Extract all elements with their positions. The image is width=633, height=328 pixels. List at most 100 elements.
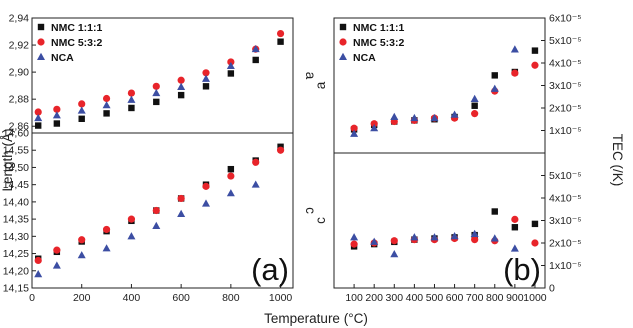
data-point bbox=[78, 236, 86, 244]
plot-frame bbox=[31, 132, 294, 289]
y-tick-label: 4x10⁻⁵ bbox=[549, 193, 582, 205]
legend-label: NMC 1:1:1 bbox=[51, 22, 103, 34]
data-point bbox=[77, 106, 86, 114]
right-y-axis-title: TEC (/K) bbox=[610, 134, 625, 187]
data-point bbox=[53, 120, 61, 127]
data-point bbox=[531, 239, 539, 247]
data-point bbox=[471, 110, 479, 118]
legend-marker bbox=[339, 23, 347, 31]
data-point bbox=[34, 108, 42, 116]
data-point bbox=[102, 101, 111, 109]
data-point bbox=[510, 45, 519, 53]
data-point bbox=[34, 256, 42, 265]
legend-marker bbox=[37, 23, 45, 31]
y-tick-label: 2x10⁻⁵ bbox=[549, 238, 582, 250]
data-point bbox=[430, 233, 439, 241]
data-point bbox=[450, 110, 459, 118]
subplot-axis-letter: a bbox=[303, 72, 318, 80]
series-nmc-5-3-2 bbox=[34, 29, 285, 116]
x-tick-label: 800 bbox=[486, 292, 504, 304]
data-point bbox=[53, 246, 61, 254]
data-point bbox=[491, 208, 498, 215]
series-nmc-5-3-2 bbox=[350, 215, 539, 248]
x-tick-label: 600 bbox=[446, 292, 464, 304]
data-point bbox=[226, 189, 235, 197]
subplot-a-bottom: 14,15 14,20 14,25 14,30 14,35 14,40 14,45 14,50… bbox=[3, 128, 318, 305]
data-point bbox=[491, 72, 498, 79]
data-point bbox=[52, 261, 61, 269]
y-tick-label: 14,30 bbox=[3, 231, 29, 243]
data-point bbox=[276, 29, 285, 38]
x-tick-label: 800 bbox=[222, 292, 240, 304]
y-tick-label: 4x10⁻⁵ bbox=[549, 58, 582, 70]
data-point bbox=[78, 115, 85, 122]
data-point bbox=[177, 91, 185, 99]
data-point bbox=[34, 113, 43, 122]
y-tick-label: 14,45 bbox=[3, 179, 29, 191]
x-tick-label: 400 bbox=[123, 292, 141, 304]
data-point bbox=[490, 84, 499, 92]
data-point bbox=[227, 165, 235, 173]
y-tick-label: 2,92 bbox=[9, 40, 30, 52]
left-y-axis-title: Length (Å) bbox=[0, 128, 15, 191]
data-point bbox=[177, 209, 186, 217]
data-point bbox=[127, 89, 136, 97]
series-nmc-1-1-1 bbox=[350, 208, 539, 250]
data-point bbox=[35, 122, 42, 129]
data-point bbox=[202, 83, 210, 90]
data-point bbox=[202, 182, 210, 190]
y-tick-label: 5x10⁻⁵ bbox=[549, 35, 582, 47]
data-point bbox=[52, 111, 61, 119]
x-tick-label: 600 bbox=[172, 292, 190, 304]
data-point bbox=[102, 225, 111, 234]
data-point bbox=[78, 100, 86, 108]
data-point bbox=[227, 70, 235, 77]
data-point bbox=[470, 94, 479, 102]
data-point bbox=[370, 237, 379, 245]
y-tick-label: 14,55 bbox=[3, 145, 29, 157]
x-tick-label: 200 bbox=[73, 292, 91, 304]
y-tick-label: 3x10⁻⁵ bbox=[549, 80, 582, 92]
data-point bbox=[127, 95, 136, 103]
legend-label: NMC 5:3:2 bbox=[51, 37, 103, 49]
legend: NMC 1:1:1 NMC 5:3:2 NCA bbox=[37, 22, 103, 64]
x-tick-label: 400 bbox=[406, 292, 424, 304]
data-point bbox=[227, 172, 235, 180]
series-nmc-5-3-2 bbox=[350, 61, 539, 132]
data-point bbox=[410, 233, 419, 241]
y-tick-label: 1x10⁻⁵ bbox=[549, 125, 582, 137]
legend-marker bbox=[37, 38, 45, 46]
x-tick-label: 0 bbox=[29, 292, 35, 304]
data-point bbox=[152, 221, 161, 229]
legend-label: NMC 5:3:2 bbox=[353, 37, 405, 49]
subplot-axis-letter: a bbox=[313, 81, 328, 89]
data-point bbox=[103, 110, 110, 117]
data-point bbox=[202, 199, 210, 207]
data-point bbox=[350, 129, 359, 137]
data-point bbox=[410, 113, 419, 122]
legend: NMC 1:1:1 NMC 5:3:2 NCA bbox=[339, 22, 405, 64]
panel-label: (a) bbox=[251, 252, 289, 287]
x-axis-title: Temperature (°C) bbox=[264, 311, 368, 326]
data-point bbox=[128, 104, 135, 112]
data-point bbox=[531, 220, 539, 228]
y-tick-label: 14,60 bbox=[3, 128, 29, 140]
data-point bbox=[430, 113, 439, 122]
x-tick-label: 500 bbox=[426, 292, 444, 304]
y-tick-label: 2,86 bbox=[9, 121, 30, 133]
series-nca bbox=[350, 45, 519, 137]
x-tick-label: 1000 bbox=[269, 292, 293, 304]
data-point bbox=[252, 158, 260, 166]
data-point bbox=[511, 215, 519, 223]
y-tick-label: 2,90 bbox=[9, 67, 30, 79]
data-point bbox=[471, 236, 479, 244]
legend-label: NMC 1:1:1 bbox=[353, 22, 405, 34]
panel-b: 1x10⁻⁵ 2x10⁻⁵ 3x10⁻⁵ 4x10⁻⁵ 5x10⁻⁵ 6x10⁻⁵ a NMC… bbox=[313, 13, 582, 305]
data-point bbox=[251, 44, 260, 53]
data-point bbox=[152, 88, 161, 97]
series-nca bbox=[350, 229, 519, 258]
data-point bbox=[531, 61, 539, 69]
series-nmc-1-1-1 bbox=[35, 143, 284, 262]
